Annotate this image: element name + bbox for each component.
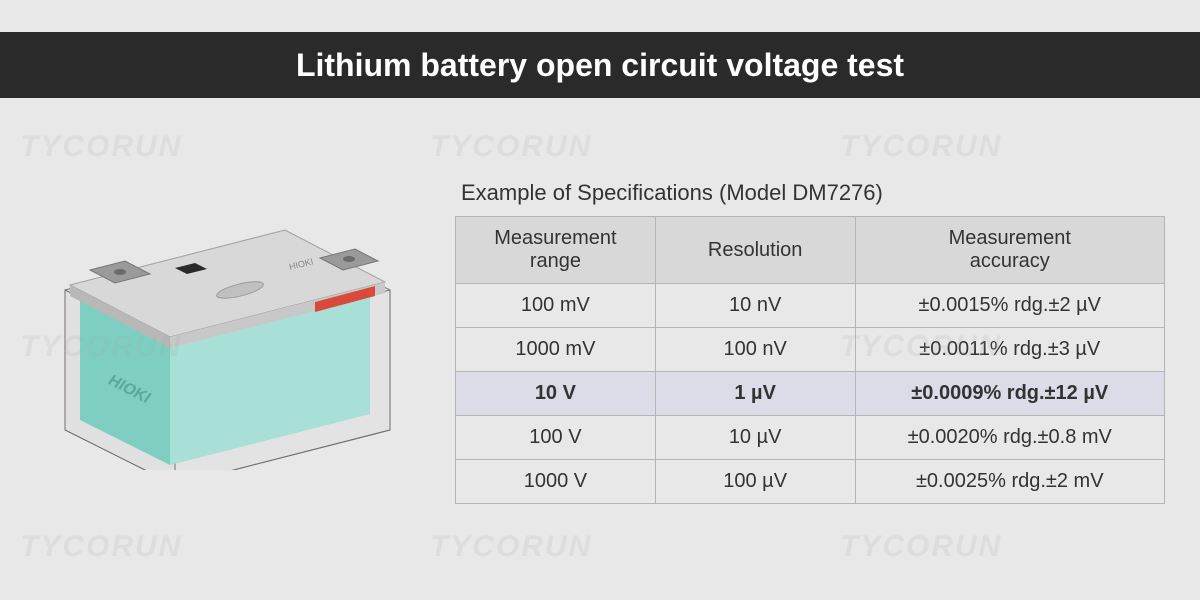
cell-range: 100 V bbox=[456, 416, 656, 460]
col-header-range: Measurementrange bbox=[456, 217, 656, 284]
watermark: TYCORUN bbox=[430, 130, 592, 164]
cell-res: 10 nV bbox=[655, 284, 855, 328]
cell-res: 1 µV bbox=[655, 372, 855, 416]
cell-res: 100 µV bbox=[655, 460, 855, 504]
title-bar: Lithium battery open circuit voltage tes… bbox=[0, 32, 1200, 98]
table-header-row: Measurementrange Resolution Measurementa… bbox=[456, 217, 1165, 284]
watermark: TYCORUN bbox=[20, 530, 182, 564]
spec-table-area: Example of Specifications (Model DM7276)… bbox=[455, 180, 1175, 504]
page-title: Lithium battery open circuit voltage tes… bbox=[296, 47, 904, 84]
watermark: TYCORUN bbox=[840, 130, 1002, 164]
col-header-accuracy: Measurementaccuracy bbox=[855, 217, 1164, 284]
cell-range: 100 mV bbox=[456, 284, 656, 328]
cell-range: 1000 mV bbox=[456, 328, 656, 372]
watermark: TYCORUN bbox=[840, 530, 1002, 564]
watermark: TYCORUN bbox=[20, 130, 182, 164]
table-row: 10 V1 µV±0.0009% rdg.±12 µV bbox=[456, 372, 1165, 416]
table-row: 100 V10 µV±0.0020% rdg.±0.8 mV bbox=[456, 416, 1165, 460]
cell-acc: ±0.0009% rdg.±12 µV bbox=[855, 372, 1164, 416]
table-row: 1000 mV100 nV±0.0011% rdg.±3 µV bbox=[456, 328, 1165, 372]
col-header-resolution: Resolution bbox=[655, 217, 855, 284]
cell-range: 10 V bbox=[456, 372, 656, 416]
table-row: 1000 V100 µV±0.0025% rdg.±2 mV bbox=[456, 460, 1165, 504]
spec-table: Measurementrange Resolution Measurementa… bbox=[455, 216, 1165, 504]
cell-acc: ±0.0025% rdg.±2 mV bbox=[855, 460, 1164, 504]
table-row: 100 mV10 nV±0.0015% rdg.±2 µV bbox=[456, 284, 1165, 328]
cell-acc: ±0.0015% rdg.±2 µV bbox=[855, 284, 1164, 328]
cell-acc: ±0.0020% rdg.±0.8 mV bbox=[855, 416, 1164, 460]
battery-illustration: HIOKI HIOKI bbox=[35, 210, 415, 475]
cell-range: 1000 V bbox=[456, 460, 656, 504]
cell-res: 100 nV bbox=[655, 328, 855, 372]
watermark: TYCORUN bbox=[430, 530, 592, 564]
table-title: Example of Specifications (Model DM7276) bbox=[455, 180, 1175, 206]
cell-res: 10 µV bbox=[655, 416, 855, 460]
cell-acc: ±0.0011% rdg.±3 µV bbox=[855, 328, 1164, 372]
